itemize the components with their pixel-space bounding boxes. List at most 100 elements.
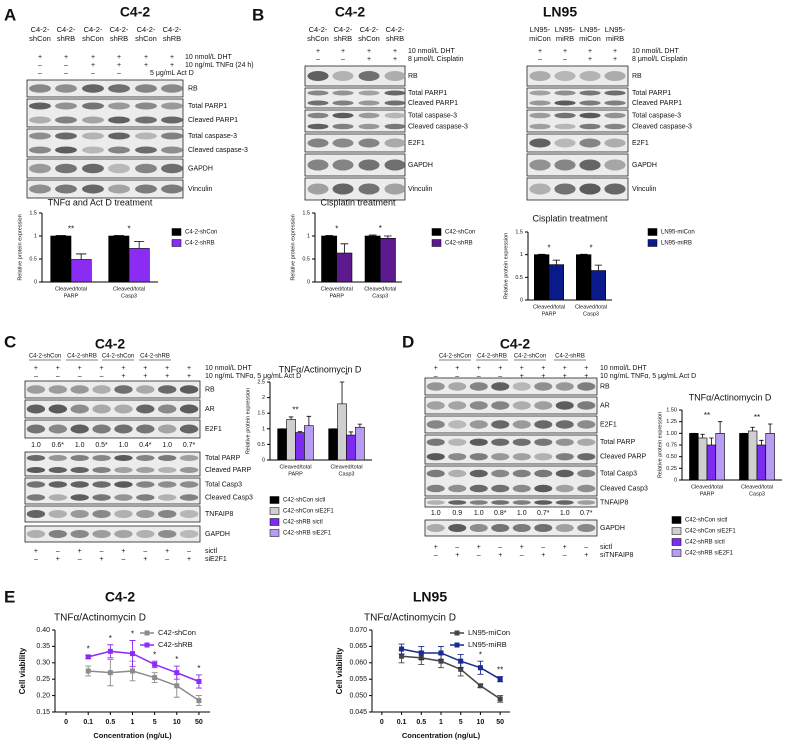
band-label: GAPDH — [632, 162, 657, 169]
blot-band — [114, 404, 133, 414]
x-tick-label: Cleaved/total — [364, 286, 396, 292]
blot-band — [491, 438, 510, 446]
x-tick-label: 1 — [439, 719, 443, 726]
treatment-label: sictl — [205, 548, 218, 555]
bar — [355, 426, 365, 461]
y-axis-label: Relative protein expression — [245, 388, 251, 454]
treatment-sign: + — [367, 48, 371, 55]
blot-band — [358, 123, 380, 130]
blot-band — [426, 401, 445, 410]
treatment-sign: + — [117, 62, 121, 69]
point — [152, 661, 158, 667]
legend-swatch — [269, 518, 280, 526]
x-tick-label: 0 — [64, 719, 68, 726]
quant-value: 1.0 — [119, 442, 129, 449]
treatment-sign: + — [187, 373, 191, 380]
blot-band — [82, 116, 104, 124]
significance: * — [345, 371, 348, 380]
blot-band — [529, 112, 551, 119]
blot-band — [448, 469, 467, 478]
treatment-sign: + — [316, 48, 320, 55]
treatment-sign: – — [34, 556, 38, 563]
treatment-sign: + — [56, 365, 60, 372]
treatment-sign: + — [170, 54, 174, 61]
blot-band — [179, 455, 199, 461]
blot-band — [469, 500, 488, 505]
blot-band — [179, 404, 199, 414]
lane-label: C4-2- — [163, 25, 182, 34]
bar — [706, 444, 717, 481]
legend-swatch — [454, 642, 460, 648]
blot-band — [332, 183, 354, 195]
blot-band — [108, 132, 130, 140]
error-bar — [340, 243, 349, 254]
treatment-sign: + — [165, 548, 169, 555]
blot-band — [48, 385, 67, 394]
blot-band — [48, 530, 67, 538]
treatment-sign: – — [121, 556, 125, 563]
blot-band — [529, 123, 551, 130]
blot-band — [579, 71, 601, 81]
blot-band — [579, 90, 601, 96]
blot-band — [491, 500, 510, 505]
treatment-sign: + — [434, 365, 438, 372]
blot-band — [92, 424, 111, 434]
bar — [715, 433, 725, 481]
blot-band — [469, 469, 488, 478]
blot-band — [29, 184, 51, 194]
blot-band — [577, 484, 596, 493]
y-tick-label: 0.5 — [257, 442, 265, 448]
blot-band — [70, 424, 89, 434]
chart-title: TNFα/Actinomycin D — [364, 613, 456, 624]
treatment-sign: + — [563, 373, 567, 380]
blot-band — [136, 494, 155, 501]
y-tick-label: 0.75 — [666, 442, 677, 448]
band-label: Total PARP — [205, 455, 241, 462]
lane-label: shRB — [334, 34, 352, 43]
blot-band — [70, 385, 89, 394]
x-tick-label: 10 — [477, 719, 485, 726]
blot-band — [555, 438, 574, 446]
lane-label: shCon — [82, 34, 104, 43]
lane-label: LN95- — [530, 25, 551, 34]
quant-value: 0.8* — [494, 510, 507, 517]
treatment-sign: + — [165, 373, 169, 380]
bar — [747, 430, 758, 481]
error-bar — [339, 381, 345, 404]
lane-group: C4-2-shCon — [514, 354, 546, 360]
treatment-sign: + — [144, 54, 148, 61]
x-tick-label: Cleaved/total — [741, 484, 773, 490]
point — [174, 683, 180, 689]
bar — [128, 248, 150, 283]
blot-band — [307, 71, 329, 81]
blot-band — [158, 530, 177, 538]
blot-band — [426, 469, 445, 478]
treatment-sign: + — [170, 62, 174, 69]
blot-band — [70, 404, 89, 414]
band-label: GAPDH — [205, 531, 230, 538]
legend-swatch — [144, 630, 150, 636]
x-tick-label: 5 — [459, 719, 463, 726]
blot-band — [512, 524, 531, 532]
treatment-sign: – — [434, 552, 438, 559]
treatment-sign: + — [34, 365, 38, 372]
x-tick-label: PARP — [64, 293, 79, 299]
blot-band — [82, 84, 104, 93]
blot-band — [158, 481, 177, 488]
blot-band — [29, 132, 51, 140]
legend-swatch — [269, 496, 280, 504]
blot-strip — [424, 415, 598, 434]
blot-band — [579, 123, 601, 130]
blot-band — [358, 100, 380, 106]
blot-band — [534, 484, 553, 493]
blot-band — [554, 138, 576, 148]
blot-band — [358, 138, 380, 148]
legend-swatch — [171, 239, 182, 247]
blot-band — [161, 84, 183, 93]
bar — [277, 428, 287, 461]
treatment-sign: + — [121, 365, 125, 372]
x-tick-label: Casp3 — [121, 293, 137, 299]
blot-band — [26, 385, 46, 394]
quant-value: 1.0 — [75, 442, 85, 449]
x-tick-label: Casp3 — [749, 491, 765, 497]
